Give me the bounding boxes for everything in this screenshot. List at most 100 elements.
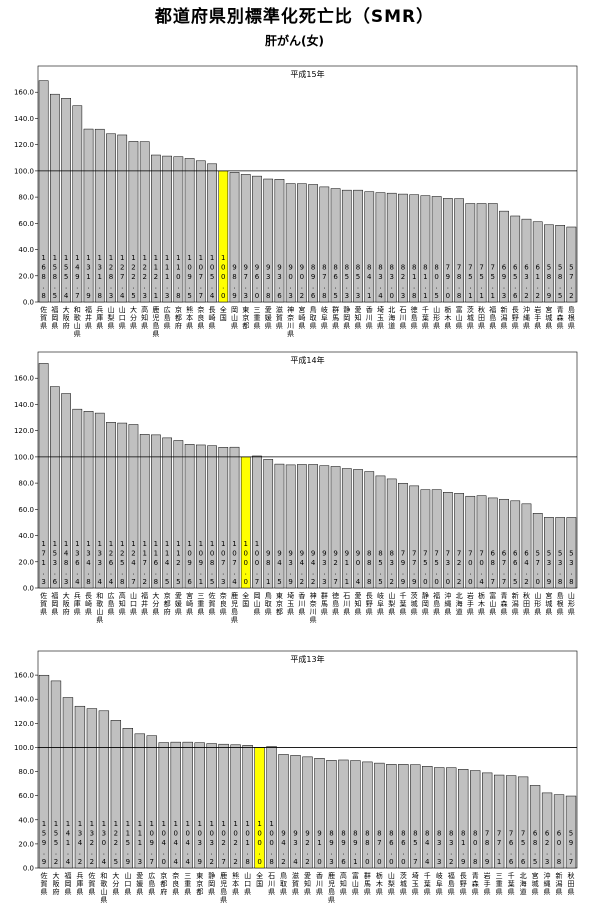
chart-panel-1: 平成14年 0.0 20.0 40.0 60.0 80.0 100.0 120.0 140.0 1… — [14, 351, 578, 624]
y-tick-label: 0.0 — [23, 299, 34, 307]
category-label: 福島県 — [489, 305, 496, 330]
category-label: 岩手県 — [484, 871, 491, 896]
bar-青森県 — [555, 225, 566, 303]
y-tick-label: 140.0 — [14, 401, 34, 409]
bar-福島県 — [431, 489, 442, 589]
bar-神奈川県 — [308, 464, 318, 589]
chart-panel-0: 平成15年 0.0 20.0 40.0 60.0 80.0 100.0 120.0 140.0 1… — [14, 65, 578, 338]
bar-静岡県 — [206, 743, 217, 869]
category-label: 沖縄県 — [444, 591, 451, 616]
category-label: 長崎県 — [209, 306, 216, 330]
bar-岐阜県 — [375, 475, 386, 589]
bar-徳島県 — [330, 466, 341, 589]
category-label: 福井県 — [85, 305, 92, 330]
category-label: 富山県 — [352, 871, 359, 896]
bar-滋賀県 — [274, 179, 285, 303]
bar-群馬県 — [319, 465, 330, 589]
bar-兵庫県 — [74, 705, 86, 869]
category-label: 大阪府 — [52, 871, 59, 896]
category-label: 島根県 — [568, 305, 575, 330]
bar-大分県 — [151, 434, 161, 589]
y-tick-label: 80.0 — [18, 194, 34, 202]
category-label: 沖縄県 — [523, 305, 530, 330]
category-label: 宮城県 — [545, 591, 552, 616]
category-label: 埼玉県 — [287, 591, 294, 616]
bar-佐賀県 — [38, 363, 49, 589]
bar-三重県 — [493, 774, 505, 869]
category-label: 奈良県 — [172, 871, 179, 896]
bar-山形県 — [532, 513, 543, 589]
category-label: 愛媛県 — [175, 591, 182, 616]
category-label: 新潟県 — [556, 871, 563, 896]
bar-東京都 — [240, 174, 251, 303]
bar-新潟県 — [499, 210, 509, 303]
category-label: 長野県 — [460, 872, 467, 896]
y-tick-label: 120.0 — [14, 141, 34, 149]
bar-岩手県 — [465, 495, 476, 589]
category-label: 佐賀県 — [209, 591, 216, 616]
category-label: 佐賀県 — [40, 871, 47, 896]
category-label: 全国 — [256, 871, 263, 888]
category-label: 愛媛県 — [136, 871, 143, 896]
bar-奈良県 — [195, 160, 206, 303]
bar-島根県 — [555, 517, 566, 589]
category-label: 北海道 — [520, 872, 527, 896]
category-label: 京都府 — [160, 871, 167, 896]
bar-大分県 — [110, 720, 122, 869]
category-label: 新潟県 — [512, 591, 519, 616]
bar-北海道 — [454, 493, 464, 589]
y-tick-label: 20.0 — [18, 272, 34, 280]
category-label: 東京都 — [242, 305, 249, 330]
bar-宮城県 — [529, 785, 541, 869]
bar-宮城県 — [544, 224, 554, 303]
category-label: 三重県 — [496, 872, 503, 896]
category-label: 山形県 — [433, 305, 440, 330]
bar-東京都 — [274, 463, 285, 589]
category-label: 茨城県 — [411, 591, 418, 616]
bar-愛媛県 — [263, 178, 274, 303]
y-tick-label: 160.0 — [14, 375, 34, 383]
category-label: 大分県 — [112, 871, 119, 896]
category-label: 佐賀県 — [40, 591, 47, 616]
bar-神奈川県 — [285, 183, 296, 303]
category-label: 愛媛県 — [265, 305, 272, 330]
category-label: 茨城県 — [467, 305, 474, 330]
category-label: 三重県 — [197, 592, 204, 616]
y-tick-label: 20.0 — [18, 840, 34, 848]
category-label: 青森県 — [472, 871, 479, 896]
category-label: 山形県 — [534, 591, 541, 616]
bar-佐賀県 — [38, 80, 49, 303]
bar-福島県 — [487, 203, 498, 303]
category-label: 高知県 — [340, 871, 347, 896]
category-label: 岐阜県 — [436, 871, 443, 896]
category-label: 京都府 — [164, 591, 171, 616]
category-label: 千葉県 — [399, 591, 406, 616]
bar-千葉県 — [505, 775, 517, 869]
